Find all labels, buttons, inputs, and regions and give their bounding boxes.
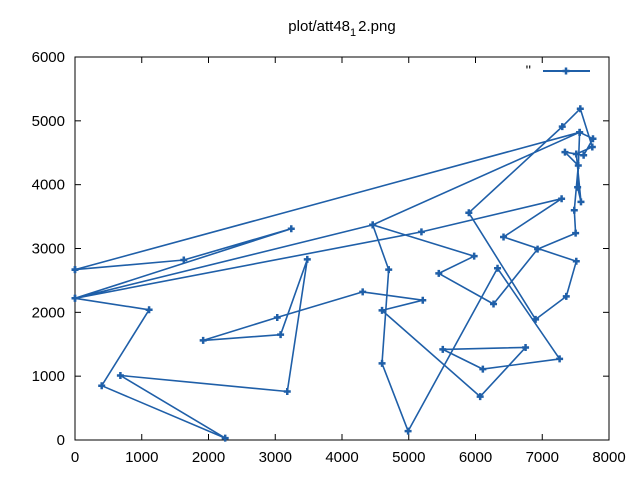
y-tick-label: 0	[57, 432, 65, 449]
chart-title-tail: 2.png	[358, 18, 396, 35]
data-point-marker	[369, 221, 377, 229]
data-point-marker	[570, 206, 578, 214]
data-point-marker	[419, 296, 427, 304]
data-point-marker	[562, 292, 570, 300]
data-point-marker	[180, 256, 188, 264]
data-point-marker	[572, 257, 580, 265]
data-point-marker	[221, 434, 229, 442]
data-point-marker	[470, 252, 478, 260]
y-tick-label: 5000	[32, 113, 65, 130]
data-point-marker	[385, 266, 393, 274]
series-line	[74, 107, 594, 439]
data-point-marker	[359, 288, 367, 296]
data-point-marker	[500, 233, 508, 241]
data-point-marker	[558, 123, 566, 131]
legend-label: ''	[526, 62, 531, 78]
data-point-marker	[572, 229, 580, 237]
data-point-marker	[71, 266, 79, 274]
x-tick-label: 8000	[592, 449, 625, 466]
data-point-marker	[71, 294, 79, 302]
x-tick-label: 2000	[192, 449, 225, 466]
data-point-marker	[277, 331, 285, 339]
x-tick-label: 6000	[459, 449, 492, 466]
data-point-marker	[404, 427, 412, 435]
data-point-marker	[577, 198, 585, 206]
data-point-marker	[574, 162, 582, 170]
data-point-marker	[476, 393, 484, 401]
data-point-marker	[561, 148, 569, 156]
data-point-marker	[479, 365, 487, 373]
data-point-marker	[534, 245, 542, 253]
data-point-marker	[378, 359, 386, 367]
data-point-marker	[303, 255, 311, 263]
x-tick-label: 4000	[325, 449, 358, 466]
data-point-marker	[145, 306, 153, 314]
y-tick-label: 2000	[32, 304, 65, 321]
data-point-marker	[574, 183, 582, 191]
legend: ''	[526, 62, 590, 78]
data-point-marker	[116, 372, 124, 380]
data-point-marker	[522, 343, 530, 351]
y-tick-label: 4000	[32, 177, 65, 194]
data-point-marker	[494, 264, 502, 272]
data-point-marker	[558, 195, 566, 203]
legend-marker	[562, 67, 570, 75]
data-point-marker	[572, 150, 580, 158]
data-point-marker	[580, 151, 588, 159]
chart-title-sub: 1	[350, 27, 356, 39]
x-tick-label: 5000	[392, 449, 425, 466]
data-point-marker	[287, 225, 295, 233]
chart-title-main: plot/att48	[288, 18, 350, 35]
chart-title: plot/att481 2.png	[288, 18, 395, 39]
data-point-marker	[589, 135, 597, 143]
y-tick-label: 3000	[32, 241, 65, 258]
x-tick-label: 3000	[259, 449, 292, 466]
data-point-marker	[273, 313, 281, 321]
x-tick-label: 7000	[526, 449, 559, 466]
data-point-marker	[465, 209, 473, 217]
series-layer	[71, 105, 597, 442]
axis-ticks: 0 1000 2000 3000 4000 5000 6000 7000 8000 0 1000 20…	[32, 49, 626, 466]
data-point-marker	[576, 128, 584, 136]
data-point-marker	[98, 382, 106, 390]
data-point-marker	[378, 306, 386, 314]
data-point-marker	[556, 355, 564, 363]
data-point-marker	[532, 315, 540, 323]
data-point-marker	[435, 269, 443, 277]
data-point-marker	[576, 105, 584, 113]
data-point-marker	[283, 387, 291, 395]
data-point-marker	[417, 228, 425, 236]
y-tick-label: 1000	[32, 368, 65, 385]
x-tick-label: 1000	[125, 449, 158, 466]
data-point-marker	[588, 143, 596, 151]
data-point-marker	[199, 336, 207, 344]
x-tick-label: 0	[71, 449, 79, 466]
y-tick-label: 6000	[32, 49, 65, 66]
data-point-marker	[439, 345, 447, 353]
data-point-marker	[490, 300, 498, 308]
